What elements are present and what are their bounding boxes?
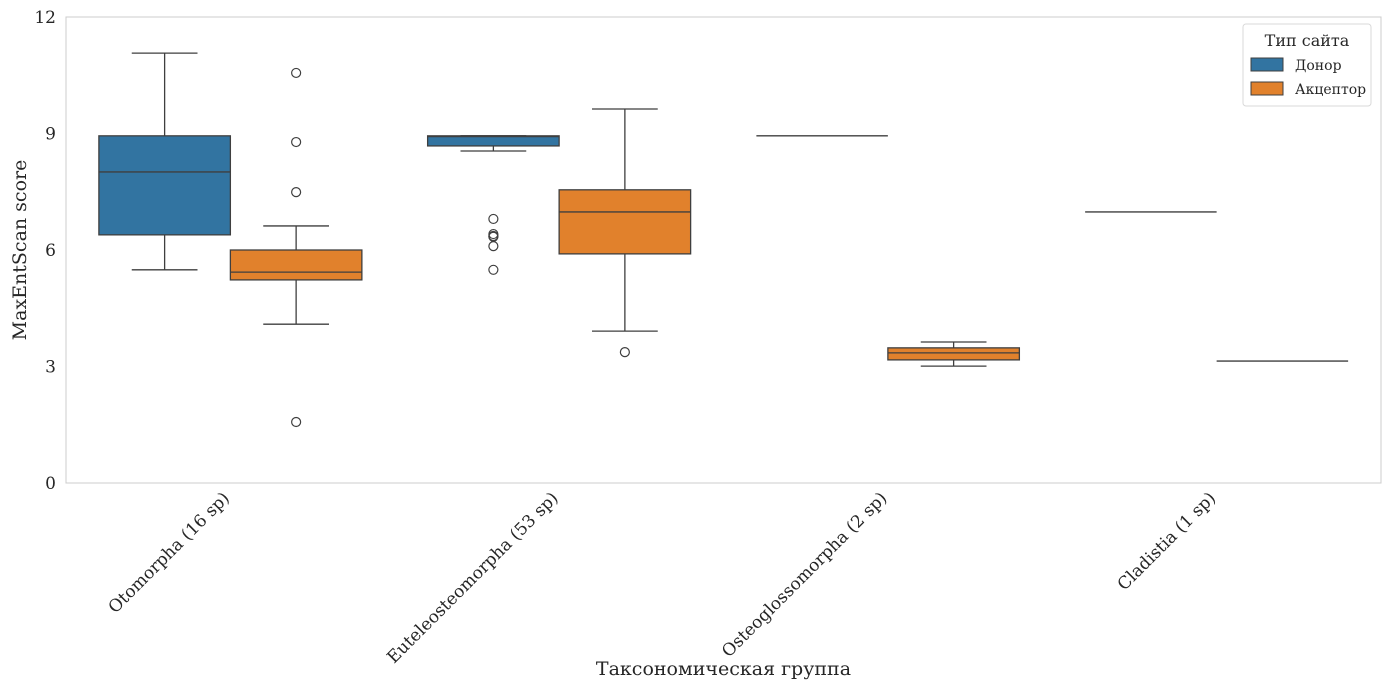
legend: Тип сайта Донор Акцептор bbox=[1242, 23, 1372, 107]
x-axis-title: Таксономическая группа bbox=[596, 658, 851, 680]
box-group bbox=[426, 135, 560, 275]
outlier-point bbox=[488, 213, 499, 225]
box-group bbox=[558, 108, 692, 358]
legend-title: Тип сайта bbox=[1265, 31, 1350, 50]
outlier-point bbox=[488, 241, 499, 252]
box bbox=[426, 135, 560, 147]
x-tick-label: Euteleosteomorpha (53 sp) bbox=[383, 488, 562, 667]
boxes-layer bbox=[98, 52, 1349, 428]
legend-swatch bbox=[1250, 57, 1284, 72]
box bbox=[229, 249, 363, 281]
box-group bbox=[98, 52, 232, 271]
box-group bbox=[229, 67, 363, 428]
y-tick-label: 3 bbox=[45, 358, 56, 378]
x-tick-label: Osteoglossomorpha (2 sp) bbox=[718, 488, 891, 661]
y-axis-title: MaxEntScan score bbox=[9, 160, 31, 341]
box bbox=[98, 135, 232, 236]
x-tick-label: Cladistia (1 sp) bbox=[1114, 488, 1220, 594]
outlier-point bbox=[291, 187, 302, 198]
legend-label: Акцептор bbox=[1295, 82, 1366, 98]
box bbox=[887, 347, 1021, 361]
y-tick-label: 6 bbox=[45, 241, 56, 261]
y-axis-ticks: 0 3 6 9 12 bbox=[34, 8, 56, 494]
y-tick-label: 9 bbox=[45, 125, 56, 145]
outlier-point bbox=[291, 136, 302, 148]
y-tick-label: 0 bbox=[45, 474, 56, 494]
legend-label: Донор bbox=[1295, 58, 1342, 74]
box-group bbox=[887, 341, 1021, 367]
y-tick-label: 12 bbox=[34, 8, 56, 28]
outlier-point bbox=[619, 347, 630, 358]
x-axis-ticks: Otomorpha (16 sp) Euteleosteomorpha (53 s… bbox=[105, 488, 1220, 667]
legend-swatch bbox=[1250, 81, 1284, 96]
outlier-point bbox=[291, 67, 302, 79]
x-tick-label: Otomorpha (16 sp) bbox=[105, 488, 234, 617]
outlier-point bbox=[291, 416, 302, 428]
outlier-point bbox=[488, 264, 499, 275]
box bbox=[558, 189, 692, 255]
